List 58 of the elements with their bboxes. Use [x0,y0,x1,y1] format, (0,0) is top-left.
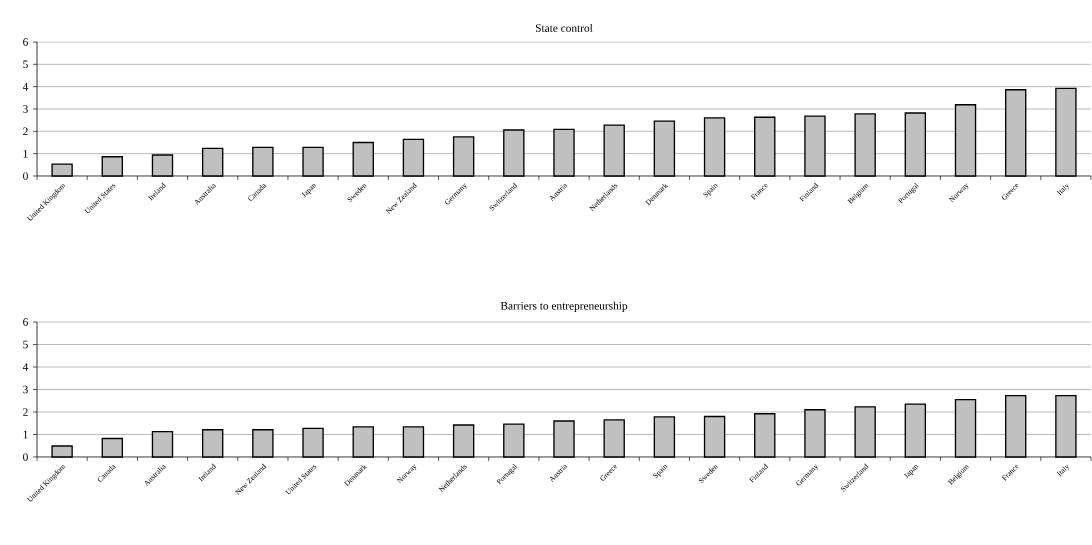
chart-title: State control [535,23,593,32]
y-tick-label: 4 [22,363,29,371]
bar [653,120,676,177]
bar [1055,87,1077,177]
y-tick-label: 3 [23,105,28,113]
bar [503,423,525,458]
y-tick-label: 1 [23,430,28,439]
bar [101,156,124,177]
y-tick-label: 5 [23,340,28,349]
bar [402,138,425,177]
bar [754,413,776,458]
y-tick-label: 4 [22,82,29,91]
y-tick-label: 1 [23,149,28,158]
bar [603,124,625,177]
y-tick-label: 3 [23,385,28,394]
bar [201,147,224,177]
bar [402,426,425,458]
bar [201,429,224,458]
y-tick-label: 0 [23,172,28,180]
bar [804,409,826,458]
bar [904,112,927,177]
bar [352,426,374,458]
bar [452,424,475,458]
bar [703,117,726,177]
bar [352,141,374,177]
bar [804,115,826,177]
bar [151,430,174,458]
bar [854,113,876,177]
bar [302,427,324,458]
bar [854,406,876,458]
y-tick-label: 6 [23,38,28,46]
bar [954,398,977,458]
bar [553,128,575,177]
bar [1005,89,1027,177]
bar [954,104,977,177]
bar [252,146,274,177]
y-tick-label: 5 [23,60,28,69]
bar [101,437,124,458]
bar [151,154,174,177]
bar [51,163,73,177]
bar [503,129,525,177]
chart-title: Barriers to entrepreneurship [500,301,628,312]
bar [252,429,274,458]
y-tick-label: 2 [23,408,28,416]
bar [452,136,475,177]
y-tick-label: 2 [23,127,28,136]
bar [703,415,726,458]
bar [904,403,927,458]
bar [653,416,676,458]
bar [1055,394,1077,458]
bar [1005,394,1027,458]
bar [754,116,776,177]
y-tick-label: 6 [23,318,28,326]
bar [553,420,575,458]
bar [302,146,324,177]
bar [51,445,73,458]
bar [603,419,625,458]
y-tick-label: 0 [23,453,28,461]
